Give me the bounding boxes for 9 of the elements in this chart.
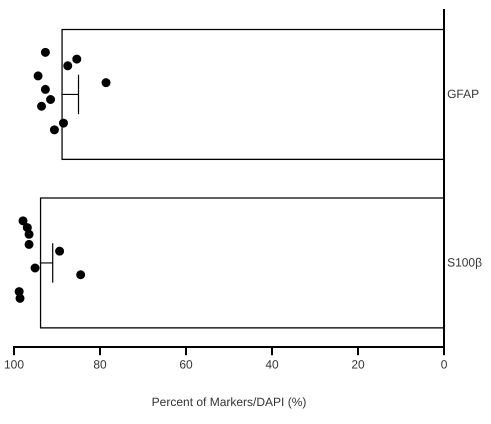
x-tick-label: 100	[4, 358, 24, 372]
y-tick-label: S100β	[447, 255, 482, 270]
x-tick-label: 40	[265, 358, 280, 372]
y-tick-label: GFAP	[447, 86, 480, 101]
x-tick-label: 60	[179, 358, 194, 372]
x-tick-label: 20	[351, 358, 366, 372]
x-tick-label: 80	[93, 358, 108, 372]
x-axis-title: Percent of Markers/DAPI (%)	[152, 395, 306, 410]
x-tick-label: 0	[440, 358, 448, 372]
